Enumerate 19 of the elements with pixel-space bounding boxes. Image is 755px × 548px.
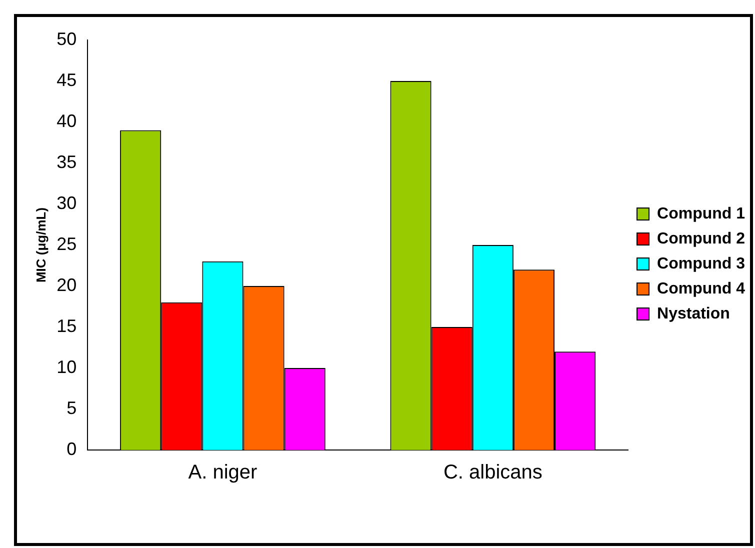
y-axis-title: MIC (μg/mL) (33, 207, 48, 283)
y-tick-label: 35 (56, 152, 77, 172)
legend-label: Compund 1 (657, 205, 746, 222)
x-tick-label: A. niger (188, 462, 258, 484)
y-tick-label: 10 (56, 356, 77, 377)
y-tick-label: 20 (56, 274, 77, 295)
legend-label: Compund 3 (657, 255, 746, 272)
legend-label: Compund 4 (657, 280, 746, 298)
legend-label: Compund 2 (657, 230, 746, 248)
y-tick-label: 50 (56, 28, 77, 49)
y-tick-label: 45 (56, 70, 77, 90)
y-tick-label: 25 (56, 234, 77, 254)
y-tick-label: 5 (66, 398, 77, 418)
y-tick-label: 15 (56, 316, 77, 336)
legend-label: Nystation (657, 305, 730, 322)
y-tick-label: 0 (66, 438, 77, 459)
y-tick-label: 40 (56, 110, 77, 131)
y-tick-label: 30 (56, 192, 77, 213)
x-tick-label: C. albicans (443, 462, 542, 484)
